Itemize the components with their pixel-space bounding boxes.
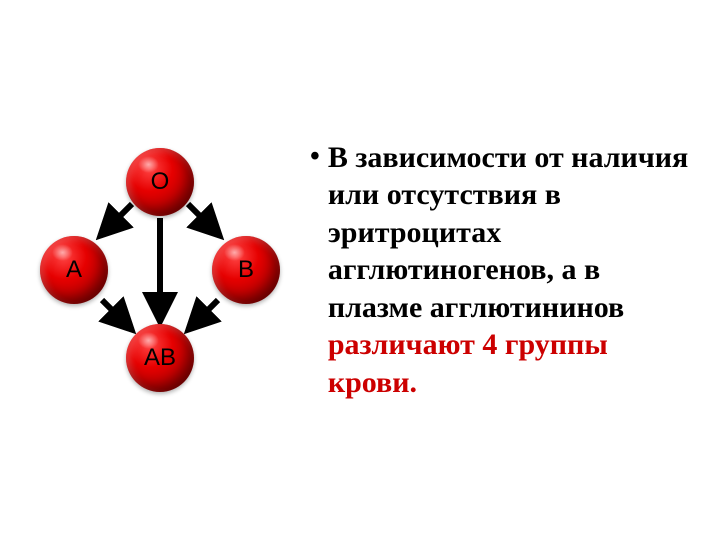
- text-part-1: В зависимости от наличия или отсутствия …: [328, 141, 688, 324]
- slide-container: O A B AB • В зависимости от наличия или …: [0, 110, 720, 430]
- node-a-label: A: [66, 256, 82, 284]
- edge-o-a: [100, 204, 132, 236]
- node-o-label: O: [151, 168, 170, 196]
- edge-o-b: [188, 204, 220, 236]
- node-b-label: B: [238, 256, 254, 284]
- edge-b-ab: [188, 300, 218, 330]
- blood-type-diagram: O A B AB: [20, 130, 300, 410]
- bullet-marker: •: [310, 141, 320, 173]
- node-o: O: [126, 148, 194, 216]
- node-b: B: [212, 236, 280, 304]
- text-part-2: различают 4 группы крови.: [328, 328, 608, 399]
- bullet-item: • В зависимости от наличия или отсутстви…: [310, 139, 700, 402]
- node-ab-label: AB: [144, 344, 176, 372]
- node-a: A: [40, 236, 108, 304]
- paragraph: В зависимости от наличия или отсутствия …: [328, 139, 700, 402]
- node-ab: AB: [126, 324, 194, 392]
- edge-a-ab: [102, 300, 132, 330]
- text-content: • В зависимости от наличия или отсутстви…: [300, 139, 700, 402]
